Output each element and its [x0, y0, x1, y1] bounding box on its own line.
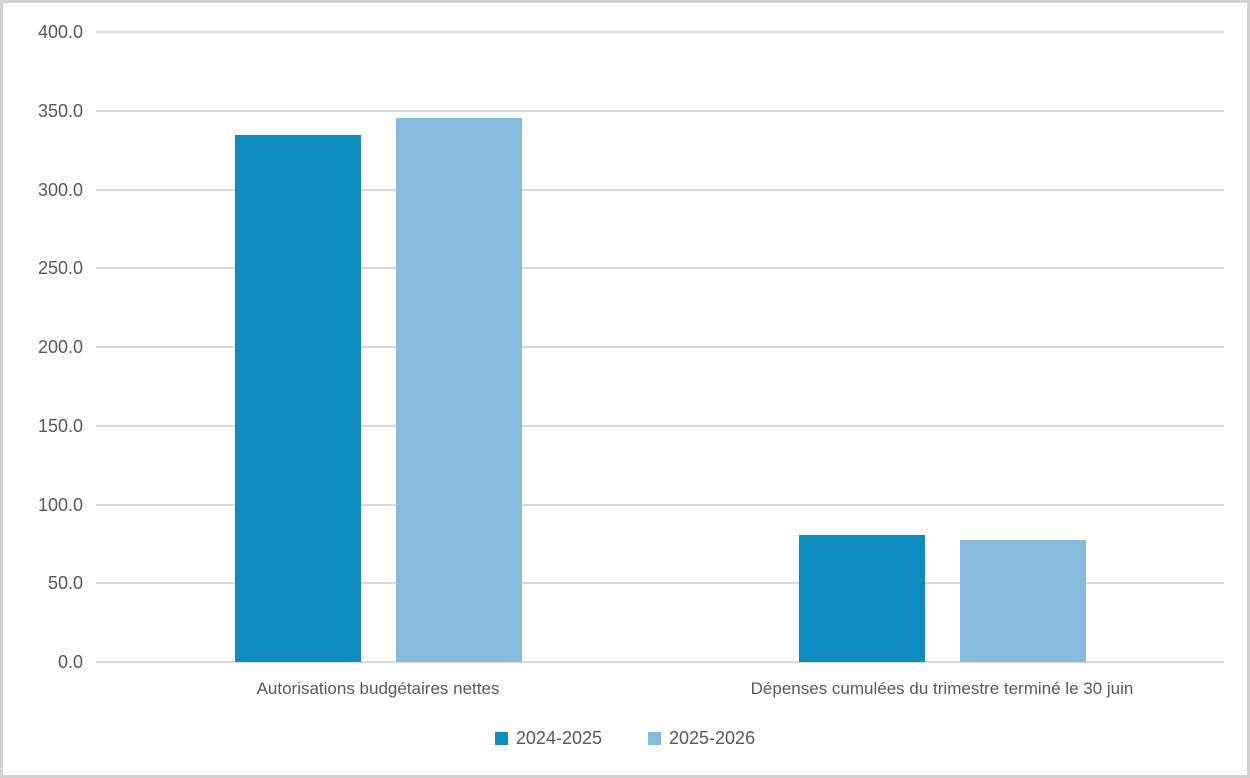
gridline [96, 267, 1224, 270]
y-tick-label: 250.0 [37, 258, 83, 279]
y-tick-label: 50.0 [47, 573, 83, 594]
x-category-label: Dépenses cumulées du trimestre terminé l… [750, 679, 1134, 698]
gridline [96, 424, 1224, 427]
gridline [96, 661, 1224, 663]
x-category-label: Autorisations budgétaires nettes [256, 679, 500, 698]
legend-item-2024-2025: 2024-2025 [494, 728, 602, 748]
gridline [96, 582, 1224, 585]
y-tick-label: 150.0 [37, 415, 83, 436]
gridline [96, 109, 1224, 112]
y-tick-label: 100.0 [37, 494, 83, 515]
legend: 2024-2025 2025-2026 [3, 729, 1247, 747]
gridline [96, 503, 1224, 506]
bar-2025-2026-cat1 [395, 118, 522, 662]
y-tick-label: 350.0 [37, 100, 83, 121]
bar-2024-2025-cat2 [798, 535, 925, 662]
gridline [96, 346, 1224, 348]
legend-label: 2024-2025 [515, 728, 602, 748]
y-tick-label: 0.0 [57, 652, 83, 672]
bar-2024-2025-cat1 [234, 135, 361, 662]
gridline [96, 188, 1224, 191]
legend-item-2025-2026: 2025-2026 [648, 729, 755, 747]
legend-swatch-icon [494, 731, 508, 745]
legend-label: 2025-2026 [669, 728, 756, 748]
legend-swatch-icon [648, 731, 661, 745]
bar-2025-2026-cat2 [959, 540, 1086, 662]
y-tick-label: 300.0 [37, 179, 83, 200]
y-tick-label: 400.0 [37, 22, 83, 42]
gridline [96, 31, 1224, 33]
y-tick-label: 200.0 [37, 337, 83, 357]
plot-area [96, 31, 1224, 663]
